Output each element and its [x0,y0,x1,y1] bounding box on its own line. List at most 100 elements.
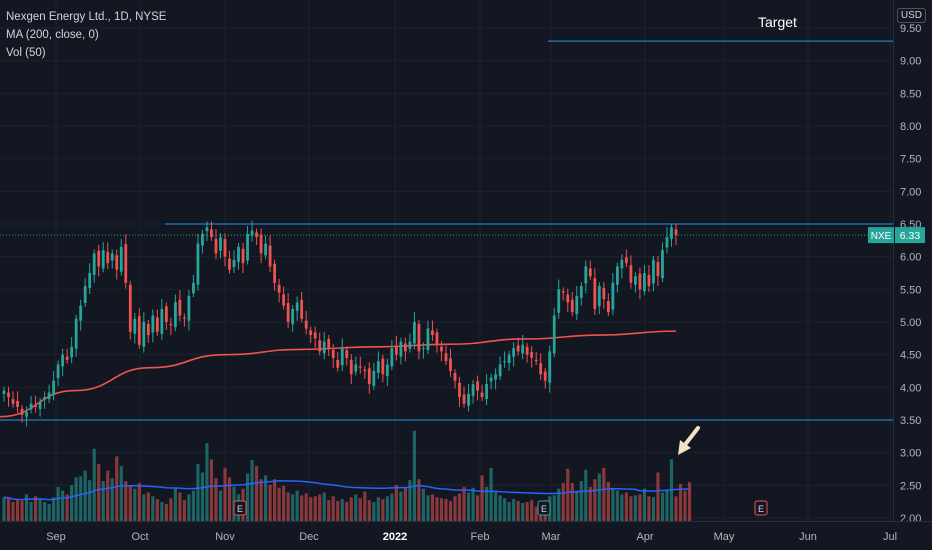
volume-bar [503,498,507,521]
volume-bar [390,493,394,521]
candle-body [674,229,678,236]
volume-bar [354,494,358,521]
volume-ma-path [3,480,690,501]
time-axis[interactable]: Sep Oct Nov Dec 2022 Feb Mar Apr May Jun Jul [0,521,932,544]
candle-body [250,230,254,236]
volume-bar [268,484,272,521]
volume-bar [15,500,20,521]
volume-bar [97,464,101,521]
earnings-marker-label: E [541,504,547,514]
candle-body [56,364,60,379]
candle-body [449,358,452,371]
volume-bar [457,493,462,521]
candle-body [277,284,281,293]
volume-bar [101,481,105,521]
volume-bar [638,494,642,521]
arrow-head [678,440,691,455]
volume-bar [331,496,335,521]
price-tick-label: 3.50 [900,415,921,427]
volume-bar [146,492,150,521]
volume-bar [52,497,56,521]
candle-body [417,323,421,352]
candle-body [115,255,119,270]
volume-bar [74,477,78,521]
volume-bar [385,496,389,521]
candle-body [453,372,457,381]
candle-body [503,361,507,363]
volume-bar [530,500,534,521]
volume-bar [687,482,692,521]
target-label: Target [758,14,797,30]
chart-legend: Nexgen Energy Ltd., 1D, NYSE MA (200, cl… [6,8,166,62]
volume-bar [20,501,24,521]
volume-bar [435,497,439,521]
volume-bar [615,490,619,521]
candle-body [119,246,123,272]
volume-bar [196,464,200,521]
volume-bar [498,495,502,521]
candle-body [137,316,141,345]
candle-body [146,323,150,336]
volume-bar [119,465,123,521]
earnings-marker-label: E [758,504,764,514]
volume-bar [250,460,254,521]
candle-body [462,394,466,404]
volume-bar [187,494,191,521]
volume-bar [209,459,214,521]
volume-bar [516,501,520,521]
volume-bar [394,484,398,521]
candle-body [106,252,110,264]
candle-body [16,401,19,407]
volume-bar [358,498,362,521]
volume-bar [471,487,475,521]
time-tick-label: May [714,531,735,543]
candle-body [471,384,475,396]
candle-body [485,384,488,400]
currency-badge[interactable]: USD [896,8,926,23]
volume-bar [205,443,209,521]
ma200-line [0,330,677,418]
volume-bar [83,470,87,521]
candle-body [309,330,313,336]
legend-symbol[interactable]: Nexgen Energy Ltd., 1D, NYSE [6,11,167,23]
volume-bar [151,496,155,521]
candle-body [318,340,322,352]
candle-body [286,303,290,322]
candle-body [624,257,628,264]
candle-body [476,381,479,391]
volume-bar [29,502,33,521]
candle-body [101,250,105,269]
candle-body [160,308,164,334]
candle-body [638,273,642,290]
legend-ma[interactable]: MA (200, close, 0) [6,29,99,41]
volume-bar [475,495,480,521]
volume-bar [633,495,637,521]
time-tick-label: Oct [131,531,148,543]
volume-bar [584,469,588,521]
volume-bar [430,494,435,521]
candle-body [142,321,146,347]
volume-bar [173,488,177,521]
price-tick-label: 6.00 [900,252,921,264]
volume-bar [223,467,227,521]
volume-bar [363,491,367,521]
candle-body [597,286,601,307]
candle-body [25,412,28,417]
volume-bar [273,479,277,521]
candle-body [548,351,552,383]
volume-bar [444,499,448,521]
price-axis[interactable]: 9.509.008.508.007.507.006.506.005.505.00… [868,0,932,550]
price-tick-label: 8.00 [900,121,921,133]
candle-body [183,317,186,319]
candle-body [34,405,37,407]
candle-body [331,350,335,358]
horizontal-levels[interactable] [0,40,893,421]
volume-bar [403,487,407,521]
candle-body [43,397,46,400]
volume-bar [200,472,205,521]
legend-volume[interactable]: Vol (50) [6,47,46,59]
candle-body [652,259,655,284]
volume-bar [245,473,250,521]
